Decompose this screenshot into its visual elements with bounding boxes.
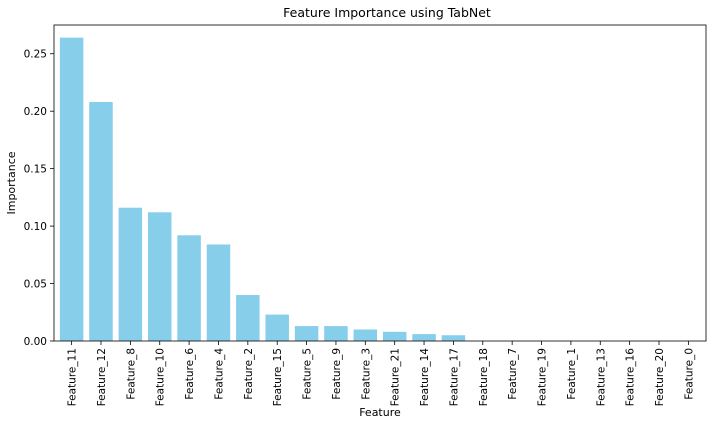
x-tick-label: Feature_13 [595, 348, 607, 406]
x-tick-label: Feature_8 [125, 348, 137, 400]
x-tick-label: Feature_9 [331, 348, 343, 400]
y-tick-label: 0.05 [24, 279, 47, 291]
x-tick-label: Feature_4 [213, 348, 225, 400]
x-tick-label: Feature_11 [67, 348, 79, 406]
x-tick-label: Feature_10 [155, 348, 167, 406]
x-tick-label: Feature_16 [625, 348, 637, 407]
bar-feature-4 [206, 244, 231, 341]
x-tick-label: Feature_2 [243, 348, 255, 400]
bar-feature-6 [177, 235, 201, 341]
y-tick-label: 0.10 [24, 221, 47, 233]
y-tick-label: 0.00 [24, 336, 47, 348]
bar-feature-15 [265, 314, 289, 341]
y-tick-label: 0.25 [24, 49, 47, 61]
x-axis-ticks: Feature_11 Feature_12 Feature_8 Feature_10 F… [67, 341, 695, 407]
bars-group [59, 37, 466, 341]
x-tick-label: Feature_3 [360, 348, 372, 400]
x-tick-label: Feature_20 [654, 348, 666, 406]
y-axis-ticks: 0.00 0.05 0.10 0.15 0.20 0.25 [24, 49, 54, 348]
x-tick-label: Feature_15 [272, 348, 284, 406]
x-tick-label: Feature_6 [184, 348, 196, 400]
bar-feature-14 [412, 334, 436, 341]
x-tick-label: Feature_12 [96, 348, 108, 406]
bar-feature-12 [89, 101, 113, 341]
bar-feature-5 [294, 326, 319, 341]
y-tick-label: 0.15 [24, 164, 47, 176]
plot-frame [53, 24, 707, 342]
y-tick-label: 0.20 [24, 106, 47, 118]
chart-title: Feature Importance using TabNet [283, 5, 491, 20]
y-axis-label: Importance [5, 151, 18, 214]
x-tick-label: Feature_1 [566, 348, 578, 400]
bar-feature-3 [353, 329, 378, 341]
x-tick-label: Feature_0 [683, 348, 695, 400]
bar-feature-17 [441, 335, 466, 341]
x-tick-label: Feature_18 [478, 348, 490, 406]
bar-feature-9 [324, 326, 348, 341]
bar-feature-11 [59, 37, 84, 341]
x-tick-label: Feature_7 [507, 348, 519, 400]
bar-feature-8 [118, 207, 143, 341]
x-tick-label: Feature_19 [537, 348, 549, 406]
x-tick-label: Feature_5 [302, 348, 314, 400]
bar-feature-21 [382, 331, 407, 341]
x-axis-label: Feature [359, 406, 401, 419]
bar-feature-10 [147, 212, 172, 341]
x-tick-label: Feature_17 [448, 348, 460, 406]
bar-feature-2 [236, 295, 260, 341]
x-tick-label: Feature_21 [390, 348, 402, 406]
x-tick-label: Feature_14 [419, 348, 431, 407]
